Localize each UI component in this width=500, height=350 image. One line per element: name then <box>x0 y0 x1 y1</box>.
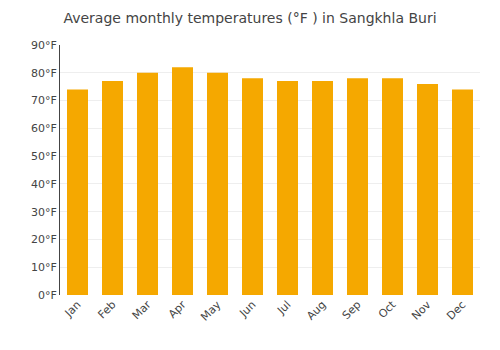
svg-text:Sep: Sep <box>340 298 364 322</box>
svg-text:40°F: 40°F <box>31 178 57 191</box>
svg-text:90°F: 90°F <box>31 39 57 52</box>
svg-text:70°F: 70°F <box>31 94 57 107</box>
svg-text:Nov: Nov <box>409 298 434 323</box>
svg-text:80°F: 80°F <box>31 67 57 80</box>
svg-text:Feb: Feb <box>96 298 119 321</box>
svg-text:60°F: 60°F <box>31 122 57 135</box>
svg-text:20°F: 20°F <box>31 233 57 246</box>
svg-text:10°F: 10°F <box>31 261 57 274</box>
svg-text:30°F: 30°F <box>31 206 57 219</box>
svg-text:Jan: Jan <box>62 298 84 320</box>
svg-text:Mar: Mar <box>130 298 154 322</box>
svg-text:Dec: Dec <box>444 298 468 322</box>
svg-text:Aug: Aug <box>304 298 328 322</box>
svg-text:Apr: Apr <box>166 298 189 321</box>
svg-text:0°F: 0°F <box>38 289 57 302</box>
svg-text:50°F: 50°F <box>31 150 57 163</box>
svg-text:Jul: Jul <box>274 298 293 317</box>
svg-text:Average monthly temperatures (: Average monthly temperatures (°F ) in Sa… <box>63 10 436 26</box>
svg-text:Oct: Oct <box>376 298 399 321</box>
svg-text:May: May <box>198 298 224 324</box>
svg-text:Jun: Jun <box>236 298 258 320</box>
